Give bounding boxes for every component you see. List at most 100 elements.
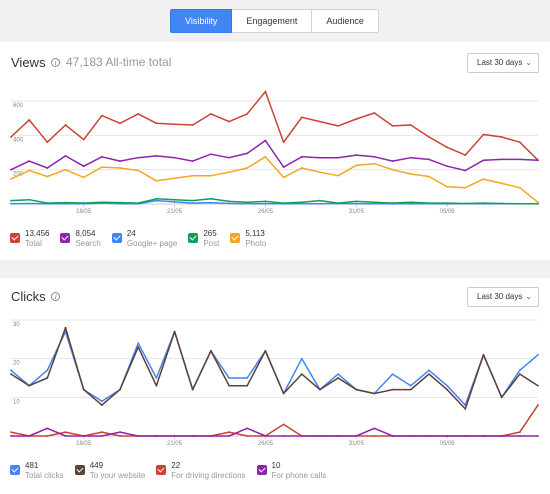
legend-value: 265 — [203, 229, 217, 238]
views-point-total — [228, 120, 230, 123]
clicks-point-for-phone-calls — [191, 435, 194, 437]
clicks-point-to-your-website — [82, 388, 85, 391]
clicks-point-for-phone-calls — [82, 435, 85, 437]
tab-visibility[interactable]: Visibility — [170, 9, 233, 33]
clicks-point-for-phone-calls — [264, 435, 267, 437]
clicks-point-to-your-website — [209, 350, 212, 352]
clicks-point-for-phone-calls — [228, 435, 230, 437]
views-point-photo — [137, 169, 140, 172]
info-icon[interactable]: i — [51, 292, 61, 301]
clicks-point-total-clicks — [155, 377, 158, 379]
legend-item-phone-calls[interactable]: 10 For phone calls — [256, 461, 327, 481]
views-point-post — [137, 202, 140, 205]
views-point-photo — [173, 177, 176, 180]
chevron-down-icon: ⌄ — [525, 58, 532, 67]
clicks-y-tick-label: 30 — [13, 322, 20, 328]
clicks-point-to-your-website — [464, 408, 467, 410]
views-point-total — [173, 123, 176, 126]
clicks-point-total-clicks — [46, 369, 49, 372]
views-point-photo — [191, 174, 194, 177]
legend-value: 13,456 — [25, 229, 50, 238]
legend-item-directions[interactable]: 22 For driving directions — [156, 461, 246, 481]
views-point-post — [464, 202, 467, 205]
views-point-photo — [373, 162, 376, 165]
views-point-post — [355, 200, 358, 203]
views-point-photo — [100, 166, 103, 168]
views-point-photo — [246, 167, 249, 169]
clicks-title: Clicks i — [11, 289, 61, 304]
clicks-point-to-your-website — [246, 384, 249, 387]
views-point-search — [82, 165, 85, 168]
views-point-search — [373, 155, 376, 158]
clicks-point-for-phone-calls — [300, 435, 303, 437]
views-y-tick-label: 600 — [13, 103, 24, 109]
views-point-photo — [119, 167, 121, 169]
views-point-search — [355, 154, 358, 156]
views-point-photo — [82, 176, 85, 179]
legend-label: Total clicks — [25, 471, 64, 480]
legend-item-search[interactable]: 8,054 Search — [60, 229, 101, 249]
views-point-photo — [209, 174, 212, 177]
clicks-point-for-phone-calls — [355, 435, 358, 437]
views-point-total — [482, 133, 485, 136]
views-point-total — [282, 141, 285, 144]
views-point-search — [300, 155, 303, 158]
clicks-range-dropdown[interactable]: Last 30 days ⌄ — [467, 287, 539, 307]
clicks-point-for-phone-calls — [409, 435, 412, 437]
views-x-tick-label: 21/05 — [167, 209, 183, 215]
views-point-photo — [155, 179, 158, 182]
clicks-point-for-phone-calls — [64, 435, 67, 437]
clicks-point-for-phone-calls — [391, 435, 394, 437]
views-point-post — [191, 199, 194, 202]
clicks-point-total-clicks — [228, 377, 230, 379]
legend-item-website[interactable]: 449 To your website — [74, 461, 146, 481]
clicks-point-for-phone-calls — [246, 427, 249, 430]
clicks-series-line-for-phone-calls — [11, 427, 538, 437]
clicks-point-for-phone-calls — [10, 435, 12, 437]
views-point-search — [173, 156, 176, 159]
clicks-point-to-your-website — [282, 392, 285, 395]
views-range-dropdown[interactable]: Last 30 days ⌄ — [467, 53, 539, 73]
views-point-total — [391, 124, 394, 127]
clicks-point-for-phone-calls — [482, 435, 485, 437]
views-point-total — [373, 112, 376, 114]
clicks-point-for-driving-directions — [282, 423, 285, 426]
info-icon[interactable]: i — [51, 58, 61, 67]
views-point-search — [10, 168, 12, 171]
views-point-photo — [64, 168, 67, 171]
views-x-tick-label: 18/05 — [76, 209, 92, 215]
clicks-point-to-your-website — [228, 384, 230, 387]
clicks-point-for-driving-directions — [228, 431, 230, 434]
views-point-post — [482, 202, 485, 205]
tab-engagement[interactable]: Engagement — [232, 9, 313, 33]
views-point-google-page — [246, 202, 249, 205]
views-point-search — [391, 160, 394, 162]
tab-audience[interactable]: Audience — [312, 9, 379, 33]
views-point-search — [337, 156, 340, 159]
views-point-total — [155, 122, 158, 125]
views-point-total — [264, 90, 267, 93]
clicks-point-for-driving-directions — [64, 431, 67, 434]
legend-label: For phone calls — [271, 471, 327, 480]
views-point-photo — [228, 171, 230, 174]
legend-item-google-page[interactable]: 24 Google+ page — [111, 229, 177, 249]
clicks-point-to-your-website — [191, 388, 194, 391]
clicks-point-to-your-website — [64, 326, 67, 329]
views-point-photo — [537, 201, 539, 204]
clicks-series-line-for-driving-directions — [10, 404, 539, 437]
views-point-photo — [518, 186, 521, 189]
legend-item-total[interactable]: 13,456 Total — [10, 229, 49, 249]
legend-item-total-clicks[interactable]: 481 Total clicks — [10, 461, 64, 481]
views-point-google-page — [28, 202, 31, 205]
views-point-total — [446, 146, 449, 149]
legend-value: 481 — [25, 461, 39, 470]
legend-label: To your website — [89, 471, 146, 480]
views-point-google-page — [355, 202, 358, 205]
legend-item-photo[interactable]: 5,113 Photo — [230, 229, 266, 249]
clicks-point-for-driving-directions — [537, 404, 539, 406]
views-series-line-total — [10, 90, 539, 161]
views-point-search — [409, 156, 412, 159]
legend-item-post[interactable]: 265 Post — [188, 229, 219, 249]
views-x-tick-label: 26/05 — [258, 209, 274, 215]
clicks-point-for-phone-calls — [46, 427, 49, 430]
